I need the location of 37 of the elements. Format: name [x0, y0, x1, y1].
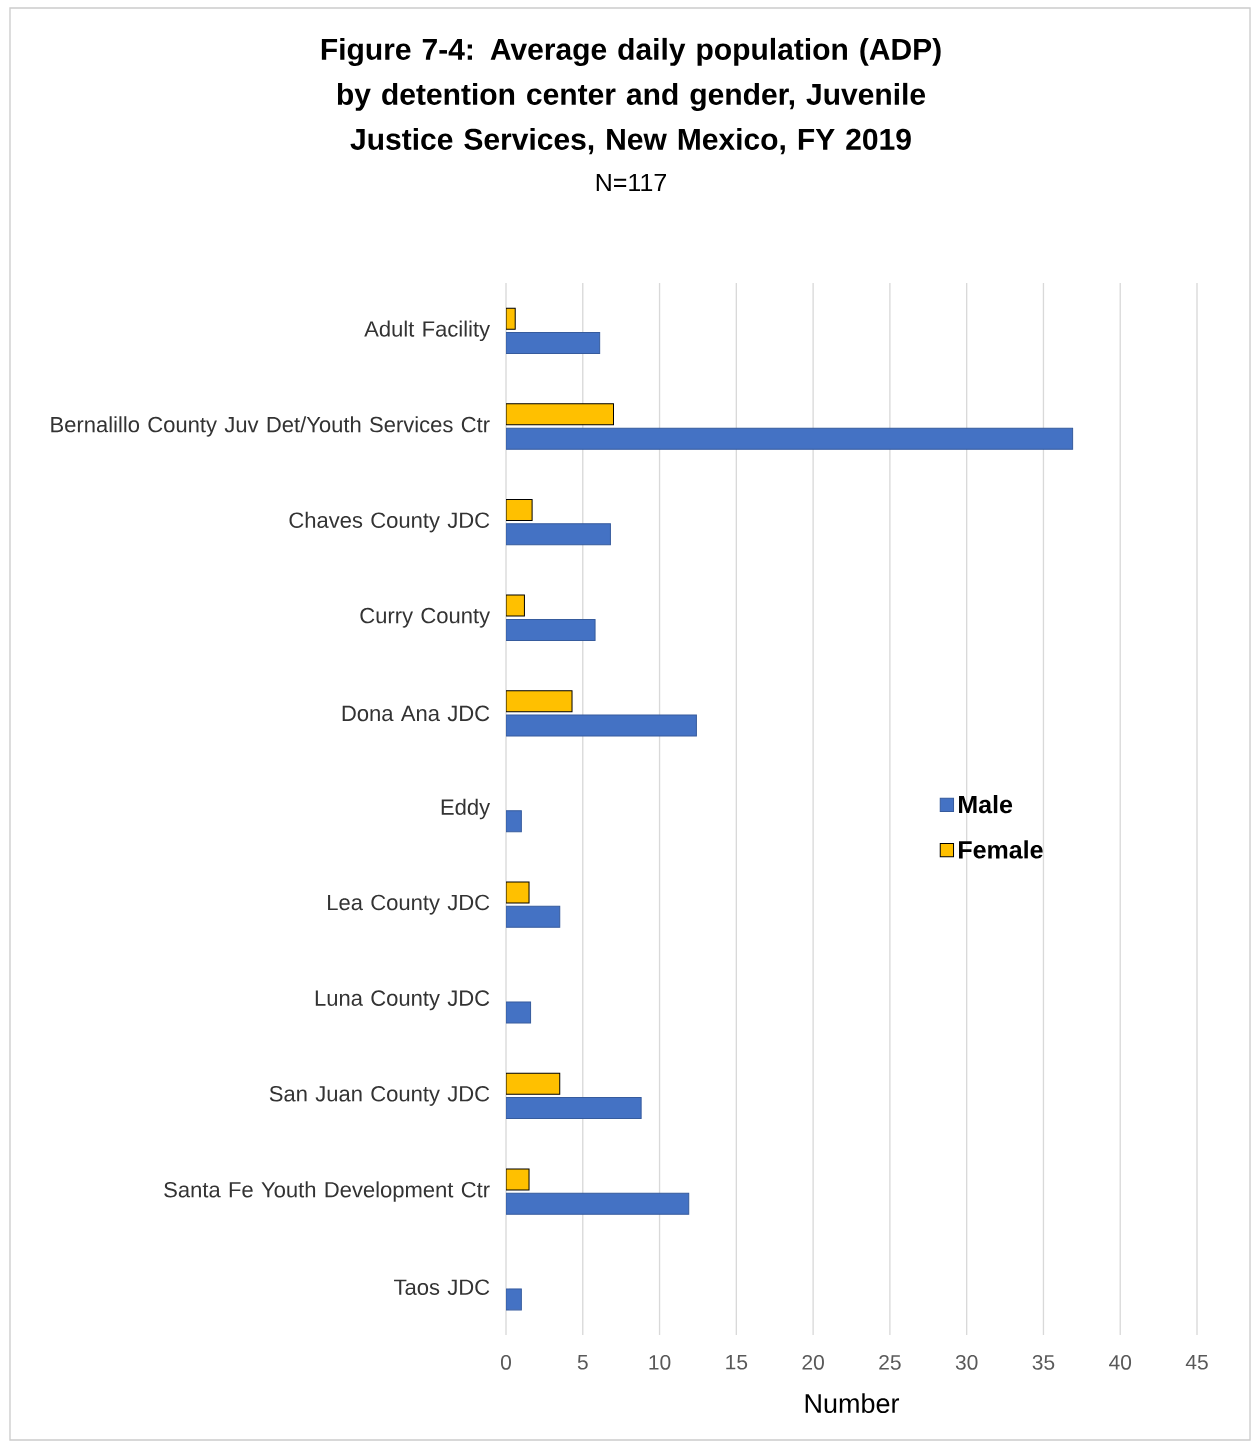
x-tick-label: 35 [1032, 1354, 1055, 1370]
x-tick-label: 40 [1109, 1354, 1132, 1370]
bar [506, 690, 573, 713]
y-tick-label: Luna County JDC [315, 990, 490, 1011]
bar [506, 1192, 690, 1215]
legend-label: Male [959, 794, 1013, 814]
bar [506, 523, 611, 546]
x-tick-label: 30 [955, 1354, 978, 1370]
y-tick-label: Santa Fe Youth Development Ctr [164, 1181, 490, 1202]
x-axis-title: Number [805, 1393, 900, 1414]
y-tick-label: Curry County [360, 607, 491, 628]
y-tick-label: Chaves County JDC [289, 511, 490, 533]
legend-label: Female [959, 840, 1043, 859]
x-tick-label: 0 [500, 1354, 512, 1370]
y-tick-label: Dona Ana JDC [342, 705, 490, 722]
x-tick-label: 15 [726, 1354, 748, 1370]
y-tick-label: Taos JDC [394, 1279, 490, 1295]
chart-title: Figure 7-4: Average daily population (ADP) by detention center and gender, Juvenile Justice Services, New Mexico, FY 2019 [321, 37, 941, 155]
bar [506, 1097, 642, 1120]
x-tick-label: 20 [802, 1354, 824, 1370]
chart-subtitle: N=117 [596, 173, 666, 192]
x-tick-label: 45 [1185, 1354, 1208, 1370]
y-tick-label: San Juan County JDC [269, 1085, 490, 1106]
y-tick-label: Eddy [441, 798, 491, 820]
x-tick-label: 10 [649, 1354, 671, 1370]
bar [506, 427, 1074, 450]
x-tick-label: 5 [577, 1354, 588, 1370]
bar [506, 1072, 561, 1095]
bar [506, 618, 596, 641]
y-tick-label: Bernalillo County Juv Det/Youth Services Ctr [51, 416, 490, 437]
bar [506, 905, 561, 928]
bar [506, 403, 614, 426]
bar [506, 714, 697, 737]
y-tick-label: Adult Facility [364, 320, 491, 342]
y-tick-label: Lea County JDC [328, 894, 490, 915]
x-tick-label: 25 [879, 1354, 901, 1370]
bar [506, 332, 601, 354]
